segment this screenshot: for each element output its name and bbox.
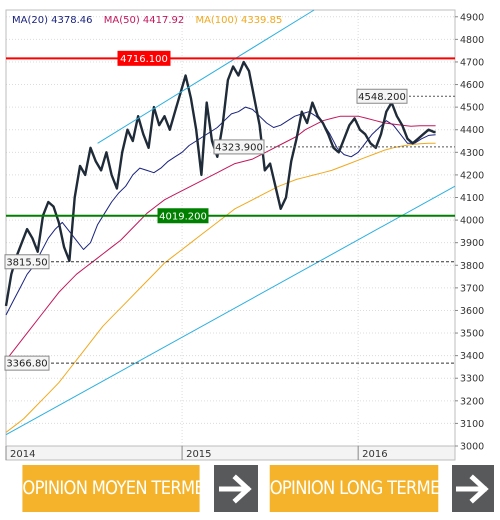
arrow-right-icon <box>214 465 258 512</box>
level-label-0: 4716.100 <box>120 54 168 65</box>
y-tick-label: 3100 <box>460 419 484 430</box>
level-label-3: 4323.900 <box>215 142 263 153</box>
horizontal-levels: 4716.100 4019.200 4548.200 4323.900 3815.50 3… <box>4 50 455 371</box>
plot-frame <box>5 9 456 461</box>
y-tick-label: 4200 <box>460 170 484 181</box>
y-tick-label: 3600 <box>460 306 484 317</box>
series-lines <box>4 9 456 436</box>
level-box-4 <box>4 254 50 270</box>
level-label-5: 3366.80 <box>6 359 47 370</box>
series-line-1 <box>5 115 436 361</box>
stock-chart: 4716.100 4019.200 4548.200 4323.900 3815.50 3… <box>4 9 484 461</box>
legend-ma20: MA(20) 4378.46 <box>12 15 93 26</box>
series-line-2 <box>5 142 436 433</box>
level-box-3 <box>213 139 265 155</box>
x-axis: 2014 2015 2016 <box>5 446 388 460</box>
level-box-5 <box>4 355 50 371</box>
opinion-medium-term-label: OPINION MOYEN TERME <box>22 465 205 512</box>
opinion-long-term-button[interactable]: OPINION LONG TERME <box>256 465 494 512</box>
y-tick-label: 3700 <box>460 283 484 294</box>
x-tick-label: 2014 <box>10 449 35 460</box>
series-line-0 <box>5 106 436 316</box>
y-tick-label: 3300 <box>460 374 484 385</box>
opinion-medium-term-button[interactable]: OPINION MOYEN TERME <box>8 465 258 512</box>
y-tick-label: 4900 <box>460 12 484 23</box>
chart-area: 4716.100 4019.200 4548.200 4323.900 3815.50 3… <box>4 9 484 461</box>
y-axis: 3000 3100 3200 3300 3400 3500 3600 3700 3800 3900… <box>455 12 484 453</box>
level-box-0 <box>117 50 171 66</box>
y-tick-label: 4700 <box>460 57 484 68</box>
y-tick-label: 3900 <box>460 238 484 249</box>
arrow-right-icon <box>452 465 494 512</box>
level-label-1: 4019.200 <box>159 211 207 222</box>
series-line-5 <box>5 185 456 436</box>
x-axis-band <box>5 445 456 461</box>
legend-ma50: MA(50) 4417.92 <box>103 15 185 26</box>
level-box-2 <box>356 88 408 104</box>
level-label-2: 4548.200 <box>358 92 406 103</box>
y-tick-label: 3500 <box>460 329 484 340</box>
series-line-4 <box>97 9 315 144</box>
y-tick-label: 3000 <box>460 442 484 453</box>
y-tick-label: 3800 <box>460 261 484 272</box>
y-tick-label: 4400 <box>460 125 484 136</box>
legend: MA(20) 4378.46 MA(50) 4417.92 MA(100) 43… <box>12 15 290 26</box>
y-tick-label: 4000 <box>460 216 484 227</box>
series-line-3 <box>4 60 436 307</box>
y-tick-label: 4500 <box>460 103 484 114</box>
level-box-1 <box>157 208 209 224</box>
opinion-footer: OPINION MOYEN TERME OPINION LONG TERME <box>0 463 500 520</box>
y-tick-label: 3200 <box>460 396 484 407</box>
x-tick-label: 2015 <box>186 449 211 460</box>
y-tick-label: 4300 <box>460 148 484 159</box>
level-label-4: 3815.50 <box>6 257 47 268</box>
y-tick-label: 4800 <box>460 35 484 46</box>
x-tick-label: 2016 <box>362 449 387 460</box>
opinion-long-term-label: OPINION LONG TERME <box>269 465 440 512</box>
y-tick-label: 3400 <box>460 351 484 362</box>
y-tick-label: 4600 <box>460 80 484 91</box>
y-tick-label: 4100 <box>460 193 484 204</box>
legend-ma100: MA(100) 4339.85 <box>195 15 283 26</box>
